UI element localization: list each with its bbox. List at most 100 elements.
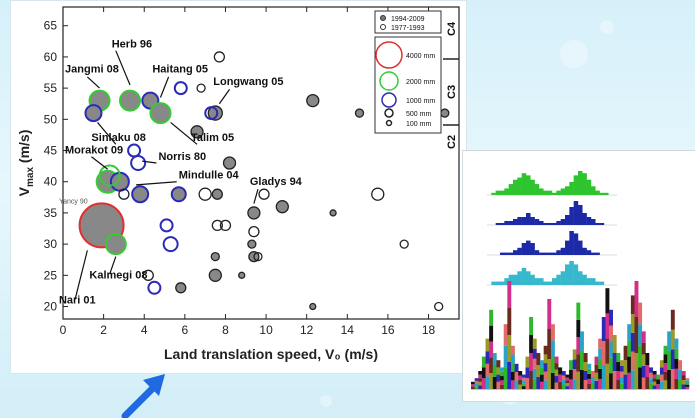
inset-bar (586, 278, 592, 285)
stack-bar-segment (518, 375, 523, 380)
data-point (118, 188, 130, 200)
x-tick-label: 8 (222, 323, 229, 337)
inset-bar (504, 188, 509, 195)
data-point (399, 239, 409, 249)
stack-bar-segment (645, 377, 650, 389)
legend-size-marker (384, 108, 394, 118)
inset-bar (539, 252, 544, 255)
stack-bar-segment (641, 331, 646, 343)
stack-bar-segment (619, 371, 624, 378)
stack-bar-segment (507, 362, 512, 389)
stack-bar-segment (609, 357, 613, 374)
legend-size-label: 100 mm (406, 121, 431, 128)
stack-bar-segment (580, 350, 584, 370)
inset-bar (599, 223, 605, 225)
stack-bar-segment (634, 353, 639, 389)
stack-bar-segment (656, 384, 661, 389)
inset-bar (565, 240, 570, 255)
inset-bar (547, 281, 553, 285)
stack-bar-segment (540, 360, 544, 368)
stack-bar-segment (659, 360, 664, 368)
legend-series-label: 1977-1993 (391, 25, 425, 32)
stack-bar-segment (565, 377, 570, 381)
stack-bar-segment (554, 369, 559, 377)
data-point (258, 188, 270, 200)
stack-bar-segment (670, 369, 675, 389)
annotation-leader (142, 160, 157, 164)
stack-bar-segment (576, 302, 581, 320)
stack-bar-segment (554, 363, 559, 370)
stack-bar-segment (496, 381, 501, 389)
inset-bar (599, 281, 605, 285)
stack-bar-segment (601, 365, 606, 389)
annotation-leader (97, 122, 117, 145)
inset-bar (504, 278, 509, 285)
stack-bar-segment (609, 309, 613, 326)
y-tick-label: 40 (44, 175, 58, 189)
inset-bar (513, 274, 518, 285)
stack-bar-segment (663, 380, 668, 389)
inset-bar (556, 221, 561, 225)
annotation-label: Sinlaku 08 (91, 132, 145, 144)
y-tick-label: 60 (44, 50, 58, 64)
inset-bar (543, 281, 548, 285)
stack-bar-segment (638, 345, 643, 368)
inset-bar (539, 188, 544, 195)
stack-bar-segment (489, 373, 494, 389)
y-axis-label-unit: (m/s) (16, 130, 32, 167)
legend-series-box (374, 10, 442, 34)
annotation-leader (115, 50, 131, 86)
inset-bar (521, 217, 527, 225)
legend-size-label: 4000 mm (406, 53, 435, 60)
y-axis-label: Vmax (m/s) (16, 130, 36, 197)
stack-bar-segment (623, 360, 628, 375)
data-point (127, 143, 142, 158)
inset-bar (556, 274, 561, 285)
data-point (238, 271, 246, 279)
stack-bar-segment (478, 385, 483, 389)
stack-bar-segment (583, 371, 588, 380)
stack-bar-segment (547, 299, 552, 329)
annotation-label: Kalmegi 08 (89, 269, 147, 281)
stack-bar-segment (471, 381, 475, 385)
data-point (275, 200, 289, 214)
stack-bar-segment (590, 383, 595, 389)
stack-bar-segment (474, 380, 479, 384)
stack-bar-segment (500, 384, 504, 389)
stack-bar-segment (649, 383, 653, 389)
main-chart-card: 0 2 4 6 8 10 12 14 16 18 20 25 30 35 40 45 50 55 60 65 Land … (10, 0, 467, 374)
data-point (213, 51, 226, 63)
inset-bar (578, 205, 583, 225)
inset-bar (573, 201, 579, 225)
annotation-leader (218, 89, 231, 105)
stack-bar-segment (616, 362, 621, 371)
inset-bar (586, 217, 592, 225)
inset-bar (552, 192, 557, 195)
data-point (170, 186, 187, 203)
inset-bar (573, 233, 579, 255)
data-point (440, 108, 450, 118)
stack-bar-segment (681, 384, 686, 389)
stack-bar-segment (667, 331, 672, 351)
stack-bar-segment (510, 380, 515, 389)
inset-bar (539, 278, 544, 285)
inset-bar (513, 219, 518, 225)
stack-bar-segment (619, 383, 624, 389)
inset-bar (530, 274, 535, 285)
inset-bar (569, 181, 574, 195)
y-tick-label: 65 (44, 19, 58, 33)
stack-bar-segment (685, 382, 690, 385)
inset-bar (534, 219, 540, 225)
inset-bar (500, 281, 505, 285)
inset-bar (591, 186, 596, 195)
stack-bar-segment (619, 360, 624, 366)
data-point (219, 219, 232, 232)
inset-bar (552, 252, 557, 255)
stack-bar-segment (550, 372, 555, 389)
inset-bar (582, 247, 587, 255)
stack-bar-segment (536, 377, 541, 389)
inset-bar (543, 252, 548, 255)
annotation-label: Norris 80 (158, 151, 206, 163)
stack-bar-segment (630, 314, 635, 333)
annotation-label: Longwang 05 (213, 76, 283, 88)
